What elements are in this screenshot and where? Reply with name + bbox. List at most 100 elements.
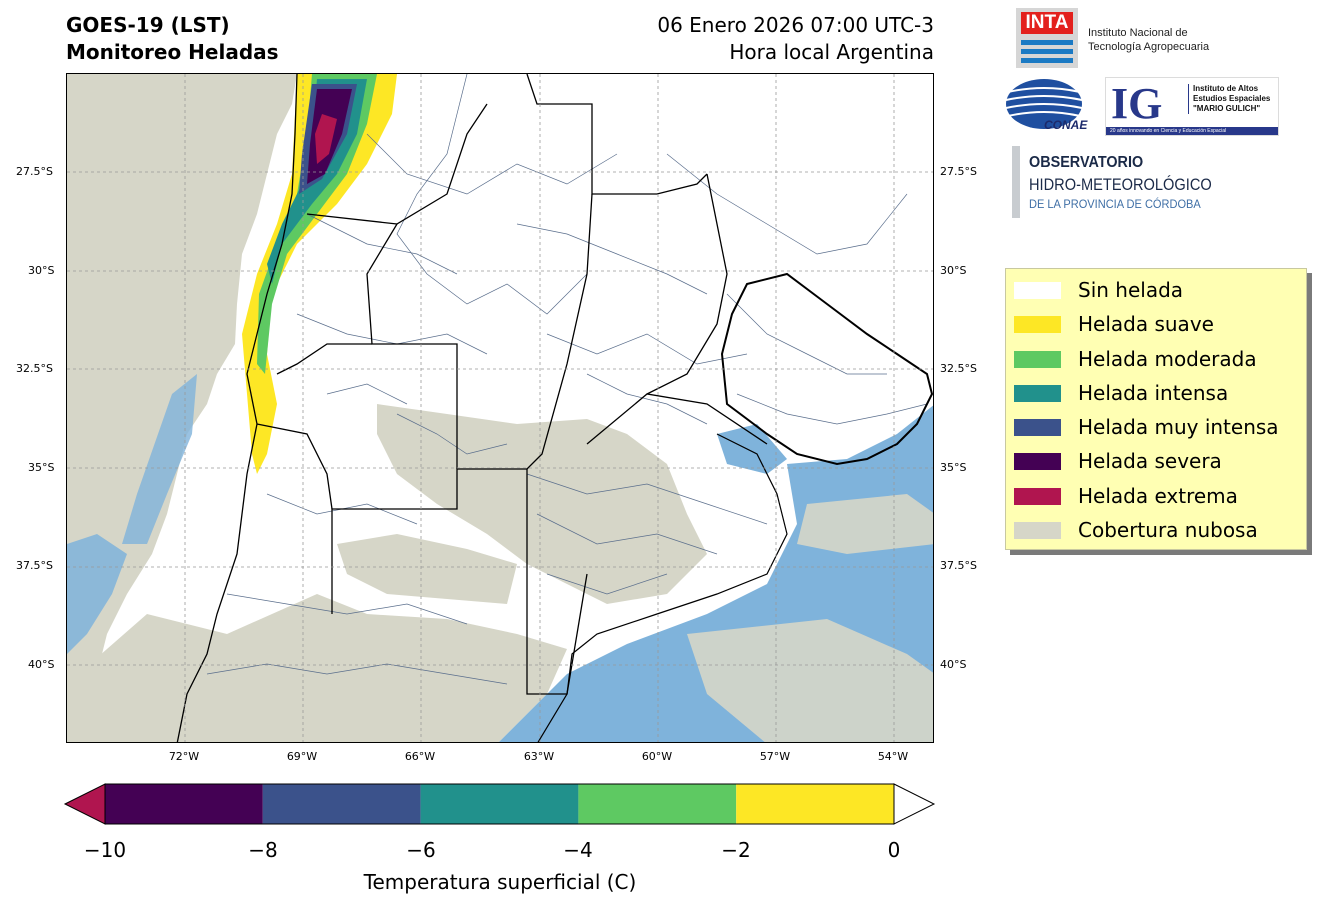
inta-stripe	[1021, 58, 1073, 63]
legend-item: Sin helada	[1006, 273, 1306, 307]
colorbar-tick: −8	[248, 838, 278, 862]
colorbar-label: Temperatura superficial (C)	[363, 870, 637, 894]
legend-swatch	[1014, 453, 1061, 471]
lat-label-left: 35°S	[28, 461, 55, 474]
colorbar-tick: 0	[887, 838, 901, 862]
legend-label: Helada intensa	[1078, 380, 1229, 405]
legend-item: Helada moderada	[1006, 342, 1306, 376]
observatorio-subtitle: HIDRO-METEOROLÓGICO	[1029, 175, 1212, 194]
cloud-south	[67, 594, 567, 742]
conae-logo	[1005, 79, 1083, 129]
argentina-coastline	[537, 433, 788, 742]
lat-label-left: 32.5°S	[16, 362, 53, 375]
legend-swatch	[1014, 522, 1061, 540]
ig-line-1: Instituto de Altos	[1193, 84, 1259, 93]
lat-label-right: 27.5°S	[940, 165, 977, 178]
date-label: 06 Enero 2026 07:00 UTC-3	[657, 13, 934, 37]
colorbar-bin	[420, 784, 579, 824]
water-chile-north	[122, 374, 197, 544]
frost-extreme	[315, 114, 337, 164]
map-datetime: 06 Enero 2026 07:00 UTC-3 Hora local Arg…	[657, 12, 934, 66]
colorbar-tick: −4	[563, 838, 593, 862]
legend-item: Helada extrema	[1006, 479, 1306, 513]
conae-wordmark: CONAE	[1044, 118, 1088, 132]
lat-label-left: 27.5°S	[16, 165, 53, 178]
inta-stripe	[1021, 40, 1073, 45]
inta-stripe	[1021, 49, 1073, 54]
legend-item: Helada severa	[1006, 444, 1306, 478]
frost-mild	[242, 74, 397, 474]
legend-label: Helada moderada	[1078, 346, 1257, 371]
cloud-patagonia-mid	[337, 534, 517, 604]
ig-logo: IG Instituto de Altos Estudios Espaciale…	[1105, 77, 1279, 136]
legend-swatch	[1014, 316, 1061, 334]
province-borders	[176, 74, 768, 742]
colorbar-over-arrow	[893, 783, 936, 825]
lat-label-left: 40°S	[28, 658, 55, 671]
lon-label: 69°W	[286, 750, 318, 763]
observatorio-province: DE LA PROVINCIA DE CÓRDOBA	[1029, 197, 1201, 211]
map-title: GOES-19 (LST) Monitoreo Heladas	[66, 12, 279, 66]
inta-name-line-1: Instituto Nacional de	[1088, 27, 1188, 39]
legend-label: Cobertura nubosa	[1078, 518, 1258, 543]
inta-wordmark: INTA	[1021, 12, 1073, 34]
ig-line-3: "MARIO GULICH"	[1193, 104, 1261, 113]
legend-swatch	[1014, 384, 1061, 402]
colorbar-under-arrow	[63, 783, 106, 825]
legend-label: Helada extrema	[1078, 483, 1238, 508]
ig-tagline: 20 años innovando en Ciencia y Educación…	[1106, 127, 1278, 135]
legend-label: Helada muy intensa	[1078, 415, 1279, 440]
rio-de-la-plata	[717, 424, 787, 474]
legend-item: Helada muy intensa	[1006, 410, 1306, 444]
legend-item: Helada suave	[1006, 307, 1306, 341]
ig-institute-name: Instituto de Altos Estudios Espaciales "…	[1188, 84, 1270, 114]
title-line-2: Monitoreo Heladas	[66, 40, 279, 64]
colorbar	[63, 783, 936, 825]
colorbar-bin	[578, 784, 737, 824]
colorbar-bin	[105, 784, 263, 824]
cloud-atlantic-streaks	[687, 494, 933, 742]
ig-wordmark: IG	[1111, 79, 1163, 128]
colorbar-tick: −2	[721, 838, 751, 862]
pacific-water	[67, 534, 127, 654]
colorbar-tick: −10	[83, 838, 127, 862]
legend-label: Helada suave	[1078, 312, 1214, 337]
lat-label-left: 30°S	[28, 264, 55, 277]
colorbar-tick: −6	[406, 838, 436, 862]
colorbar-bins	[105, 784, 894, 824]
lat-label-right: 35°S	[940, 461, 967, 474]
lon-label: 60°W	[641, 750, 673, 763]
legend-swatch	[1014, 487, 1061, 505]
lat-label-right: 37.5°S	[940, 559, 977, 572]
legend-swatch	[1014, 350, 1061, 368]
legend-label: Sin helada	[1078, 278, 1184, 302]
legend: Sin helada Helada suave Helada moderada …	[1005, 268, 1307, 550]
inta-logo: INTA	[1016, 8, 1078, 68]
cloud-central	[377, 404, 707, 604]
lon-label: 57°W	[759, 750, 791, 763]
map-canvas	[67, 74, 933, 742]
legend-swatch	[1014, 419, 1061, 437]
legend-swatch	[1014, 282, 1061, 299]
title-line-1: GOES-19 (LST)	[66, 13, 230, 37]
legend-item: Cobertura nubosa	[1006, 513, 1306, 547]
graticule	[67, 74, 933, 742]
legend-label: Helada severa	[1078, 449, 1222, 474]
lon-label: 63°W	[523, 750, 555, 763]
colorbar-bin	[262, 784, 421, 824]
lon-label: 54°W	[877, 750, 909, 763]
lat-label-right: 30°S	[940, 264, 967, 277]
lat-label-left: 37.5°S	[16, 559, 53, 572]
uruguay-border	[720, 272, 933, 466]
colorbar-bin	[736, 784, 894, 824]
lat-label-right: 40°S	[940, 658, 967, 671]
observatorio-title: OBSERVATORIO	[1029, 154, 1144, 171]
lon-label: 66°W	[404, 750, 436, 763]
lon-label: 72°W	[168, 750, 200, 763]
ig-line-2: Estudios Espaciales	[1193, 94, 1271, 103]
legend-item: Helada intensa	[1006, 376, 1306, 410]
timezone-label: Hora local Argentina	[729, 40, 934, 64]
lat-label-right: 32.5°S	[940, 362, 977, 375]
inta-name-line-2: Tecnología Agropecuaria	[1088, 41, 1210, 53]
map-panel[interactable]	[66, 73, 934, 743]
